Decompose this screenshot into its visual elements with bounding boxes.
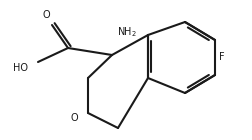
Text: O: O (42, 10, 50, 20)
Text: NH$_2$: NH$_2$ (116, 25, 136, 39)
Text: O: O (70, 113, 78, 123)
Text: HO: HO (13, 63, 28, 73)
Text: F: F (218, 52, 224, 62)
